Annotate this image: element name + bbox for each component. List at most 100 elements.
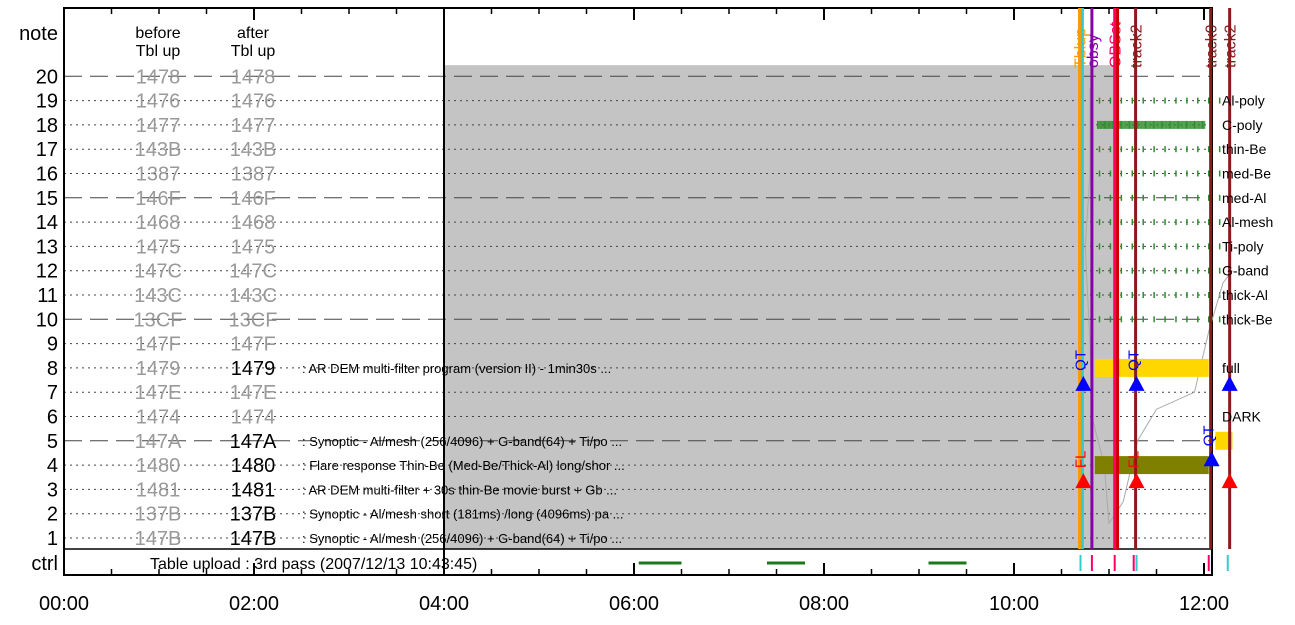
- program-desc-3: : AR DEM multi-filter + 30s thin-Be movi…: [302, 482, 617, 497]
- row-label-17: 17: [36, 139, 58, 161]
- x-tick-label-0: 00:00: [39, 593, 89, 615]
- right-label-Al-mesh: Al-mesh: [1222, 214, 1273, 230]
- after-code-6: 1474: [231, 407, 276, 429]
- before-code-15: 146F: [135, 188, 181, 210]
- before-code-14: 1468: [136, 212, 181, 234]
- header-before-line2: Tbl up: [136, 43, 181, 60]
- row-label-9: 9: [47, 334, 58, 356]
- after-code-8: 1479: [231, 358, 276, 380]
- before-code-20: 1478: [136, 66, 181, 88]
- after-code-14: 1468: [231, 212, 276, 234]
- header-before-line1: before: [135, 25, 180, 42]
- row-label-10: 10: [36, 309, 58, 331]
- ctrl-row-label: ctrl: [31, 553, 58, 575]
- marker-triangle-2: [1128, 375, 1145, 391]
- before-code-19: 1476: [136, 91, 181, 113]
- row-label-16: 16: [36, 164, 58, 186]
- marker-triangle-5: [1221, 375, 1238, 391]
- after-code-2: 137B: [230, 504, 277, 526]
- y-axis-label: note: [19, 23, 58, 45]
- row-label-20: 20: [36, 66, 58, 88]
- program-desc-2: : Synoptic - Al/mesh short (181ms) /long…: [302, 507, 624, 522]
- program-bar-0: [1094, 358, 1209, 377]
- x-tick-label-4: 08:00: [799, 593, 849, 615]
- before-code-8: 1479: [136, 358, 181, 380]
- after-code-19: 1476: [231, 91, 276, 113]
- row-label-4: 4: [47, 455, 58, 477]
- right-label-thick-Be: thick-Be: [1222, 311, 1273, 327]
- program-bar-2: [1094, 456, 1209, 475]
- after-code-13: 1475: [231, 236, 276, 258]
- before-code-16: 1387: [136, 164, 181, 186]
- event-label-2: obsy: [1085, 34, 1102, 68]
- row-label-6: 6: [47, 407, 58, 429]
- after-code-12: 147C: [229, 261, 277, 283]
- before-code-2: 137B: [135, 504, 182, 526]
- right-label-med-Be: med-Be: [1222, 166, 1271, 182]
- after-code-20: 1478: [231, 66, 276, 88]
- event-label-5: track2: [1129, 24, 1146, 68]
- marker-label-1: FL: [1072, 451, 1089, 469]
- x-tick-label-5: 10:00: [989, 593, 1039, 615]
- right-label-full: full: [1222, 360, 1240, 376]
- row-label-8: 8: [47, 358, 58, 380]
- after-code-10: 13CF: [229, 309, 278, 331]
- after-code-5: 147A: [230, 431, 277, 453]
- after-code-7: 147E: [230, 382, 277, 404]
- before-code-5: 147A: [135, 431, 182, 453]
- row-label-7: 7: [47, 382, 58, 404]
- event-label-6: track0: [1204, 24, 1221, 68]
- row-label-2: 2: [47, 504, 58, 526]
- before-code-3: 1481: [136, 479, 181, 501]
- before-code-13: 1475: [136, 236, 181, 258]
- right-label-thin-Be: thin-Be: [1222, 141, 1267, 157]
- marker-label-4: QT: [1201, 425, 1218, 446]
- row-label-18: 18: [36, 115, 58, 137]
- x-tick-label-3: 06:00: [609, 593, 659, 615]
- header-after-line2: Tbl up: [231, 43, 276, 60]
- after-code-3: 1481: [231, 479, 276, 501]
- after-code-9: 147F: [230, 334, 276, 356]
- row-label-13: 13: [36, 236, 58, 258]
- before-code-6: 1474: [136, 407, 181, 429]
- right-label-DARK: DARK: [1222, 409, 1262, 425]
- right-label-G-band: G-band: [1222, 263, 1269, 279]
- after-code-15: 146F: [230, 188, 276, 210]
- right-label-C-poly: C-poly: [1222, 117, 1262, 133]
- before-code-17: 143B: [135, 139, 182, 161]
- x-tick-label-1: 02:00: [229, 593, 279, 615]
- before-code-12: 147C: [134, 261, 182, 283]
- row-label-14: 14: [36, 212, 58, 234]
- after-code-4: 1480: [231, 455, 276, 477]
- row-label-1: 1: [47, 528, 58, 550]
- before-code-4: 1480: [136, 455, 181, 477]
- marker-label-0: QT: [1072, 350, 1089, 371]
- after-code-17: 143B: [230, 139, 277, 161]
- ctrl-text: Table upload : 3rd pass (2007/12/13 10:4…: [150, 556, 477, 573]
- marker-label-2: QT: [1126, 350, 1143, 371]
- program-desc-4: : Flare response Thin-Be (Med-Be/Thick-A…: [302, 458, 625, 473]
- right-label-Al-poly: Al-poly: [1222, 93, 1265, 109]
- program-desc-1: : Synoptic - Al/mesh (256/4096) + G-band…: [302, 531, 622, 546]
- after-code-18: 1477: [231, 115, 276, 137]
- marker-triangle-0: [1075, 375, 1092, 391]
- header-after-line1: after: [237, 25, 270, 42]
- after-code-11: 143C: [229, 285, 277, 307]
- marker-triangle-1: [1075, 473, 1092, 489]
- shaded-region: [444, 65, 1116, 550]
- before-code-11: 143C: [134, 285, 182, 307]
- before-code-1: 147B: [135, 528, 182, 550]
- before-code-9: 147F: [135, 334, 181, 356]
- marker-triangle-6: [1221, 473, 1238, 489]
- marker-triangle-3: [1128, 473, 1145, 489]
- right-label-med-Al: med-Al: [1222, 190, 1266, 206]
- row-label-19: 19: [36, 91, 58, 113]
- row-label-3: 3: [47, 479, 58, 501]
- row-label-12: 12: [36, 261, 58, 283]
- program-desc-8: : AR DEM multi-filter program (version I…: [302, 361, 611, 376]
- marker-triangle-4: [1203, 451, 1220, 467]
- after-code-16: 1387: [231, 164, 276, 186]
- x-tick-label-2: 04:00: [419, 593, 469, 615]
- row-label-11: 11: [37, 285, 58, 307]
